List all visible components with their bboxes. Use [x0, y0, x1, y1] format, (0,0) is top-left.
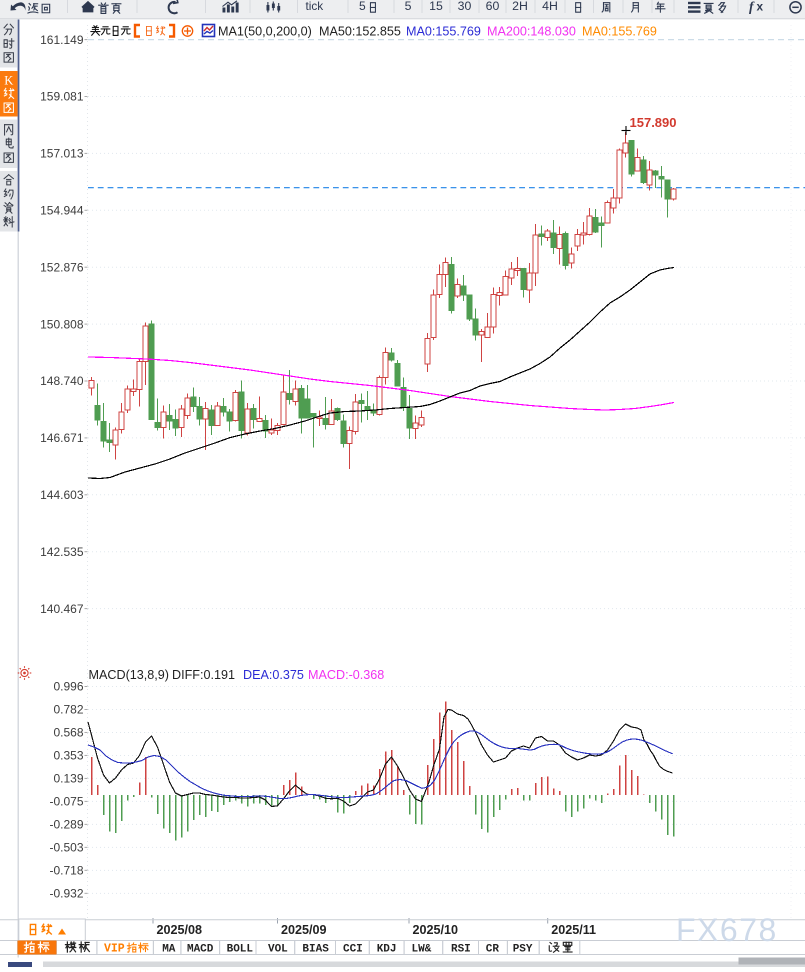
svg-text:VOL: VOL	[268, 944, 288, 956]
svg-text:-0.289: -0.289	[49, 818, 83, 832]
svg-text:-0.718: -0.718	[49, 864, 83, 878]
svg-text:CR: CR	[486, 944, 500, 956]
svg-text:142.535: 142.535	[40, 545, 84, 559]
svg-text:152.876: 152.876	[40, 260, 84, 274]
svg-text:KDJ: KDJ	[377, 944, 397, 956]
svg-text:157.013: 157.013	[40, 147, 84, 161]
svg-text:x: x	[757, 0, 764, 14]
svg-text:K: K	[4, 74, 13, 88]
svg-text:MA50:152.855: MA50:152.855	[319, 24, 401, 38]
svg-text:5: 5	[359, 0, 366, 13]
svg-text:tick: tick	[305, 0, 323, 13]
svg-text:MA1(50,0,200,0): MA1(50,0,200,0)	[218, 24, 312, 38]
svg-text:PSY: PSY	[513, 944, 533, 956]
svg-text:30: 30	[458, 0, 472, 13]
svg-text:60: 60	[486, 0, 500, 13]
svg-text:157.890: 157.890	[630, 115, 677, 130]
svg-text:5: 5	[405, 0, 412, 13]
svg-text:148.740: 148.740	[40, 374, 84, 388]
svg-text:4H: 4H	[542, 0, 558, 13]
svg-text:15: 15	[429, 0, 443, 13]
svg-text:MACD(13,8,9): MACD(13,8,9)	[89, 668, 169, 682]
svg-text:2025/11: 2025/11	[551, 923, 596, 937]
svg-text:159.081: 159.081	[40, 90, 84, 104]
svg-text:MA: MA	[162, 944, 176, 956]
svg-text:2025/08: 2025/08	[157, 923, 203, 937]
svg-text:2025/10: 2025/10	[413, 923, 459, 937]
svg-text:MACD: MACD	[187, 944, 214, 956]
svg-text:LW&: LW&	[411, 944, 431, 956]
svg-text:RSI: RSI	[451, 944, 471, 956]
svg-text:0.353: 0.353	[53, 749, 83, 763]
svg-text:CCI: CCI	[343, 944, 363, 956]
svg-text:140.467: 140.467	[40, 602, 84, 616]
svg-text:-0.932: -0.932	[49, 887, 83, 901]
svg-text:MA0:155.769: MA0:155.769	[406, 24, 481, 38]
svg-text:-0.503: -0.503	[49, 841, 83, 855]
svg-text:MACD:-0.368: MACD:-0.368	[308, 668, 384, 682]
svg-text:-0.075: -0.075	[49, 795, 83, 809]
svg-text:0.568: 0.568	[53, 726, 83, 740]
svg-text:2025/09: 2025/09	[281, 923, 327, 937]
svg-text:FX678: FX678	[676, 912, 778, 948]
svg-text:150.808: 150.808	[40, 317, 84, 331]
svg-text:MA0:155.769: MA0:155.769	[582, 24, 657, 38]
svg-text:161.149: 161.149	[40, 33, 84, 47]
svg-text:0.782: 0.782	[53, 703, 83, 717]
svg-text:BIAS: BIAS	[302, 944, 329, 956]
svg-text:144.603: 144.603	[40, 488, 84, 502]
svg-text:BOLL: BOLL	[227, 944, 254, 956]
svg-text:0.139: 0.139	[53, 772, 83, 786]
svg-text:DIFF:0.191: DIFF:0.191	[172, 668, 235, 682]
svg-text:VIP: VIP	[104, 943, 125, 956]
svg-text:MA200:148.030: MA200:148.030	[487, 24, 576, 38]
svg-text:146.671: 146.671	[40, 431, 84, 445]
svg-text:0.996: 0.996	[53, 680, 83, 694]
svg-text:DEA:0.375: DEA:0.375	[243, 668, 304, 682]
svg-text:2H: 2H	[512, 0, 528, 13]
svg-text:154.944: 154.944	[40, 204, 84, 218]
